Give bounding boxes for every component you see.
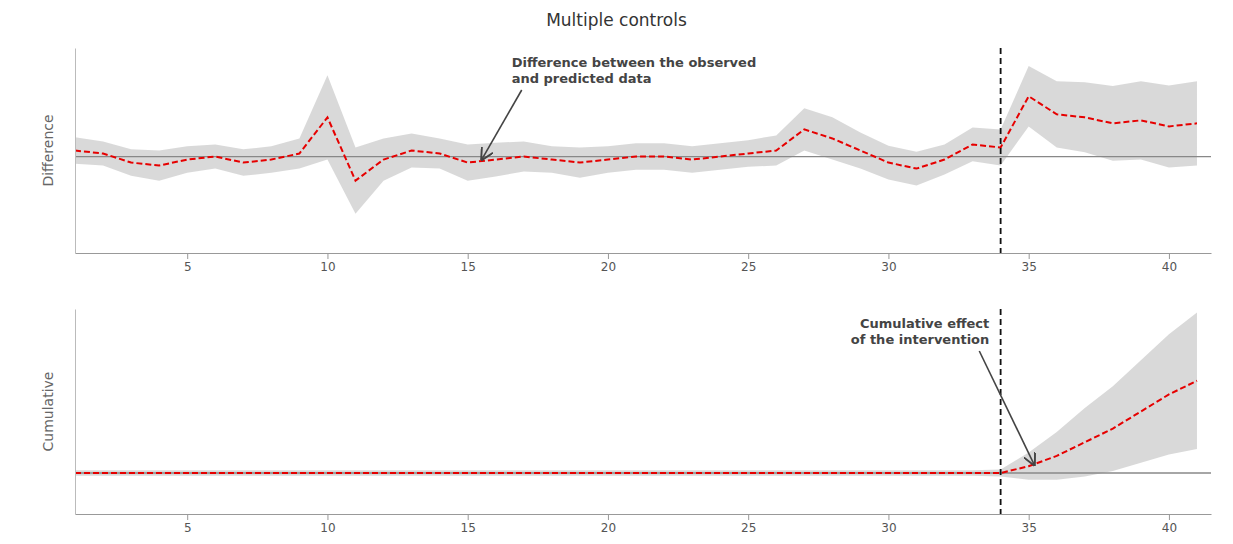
x-tick: 20 (601, 253, 616, 274)
x-tick-label: 20 (601, 521, 616, 535)
x-tick: 40 (1162, 253, 1177, 274)
x-tick-label: 25 (741, 521, 756, 535)
x-tick-mark (327, 514, 328, 520)
effect-line (75, 381, 1197, 473)
x-tick: 20 (601, 514, 616, 535)
y-axis-title: Cumulative (40, 372, 56, 452)
chart-svg: Multiple controls 5 10 15 20 25 30 35 40 Differen… (0, 0, 1233, 544)
intervention-line (1000, 48, 1002, 253)
y-axis-line (75, 310, 76, 515)
x-tick-label: 15 (461, 521, 476, 535)
x-tick: 15 (461, 514, 476, 535)
x-tick-label: 10 (320, 260, 335, 274)
annotation-line: of the intervention (851, 332, 989, 347)
x-tick: 5 (184, 514, 192, 535)
x-tick: 30 (881, 253, 896, 274)
plot-area (75, 48, 1211, 253)
x-tick-label: 25 (741, 260, 756, 274)
x-tick-mark (888, 253, 889, 259)
y-axis-title: Difference (40, 114, 56, 186)
y-axis (75, 310, 76, 515)
x-tick: 10 (320, 253, 335, 274)
x-tick-label: 5 (184, 521, 192, 535)
chart-container: Multiple controls 5 10 15 20 25 30 35 40 Differen… (0, 0, 1233, 544)
panel: 5 10 15 20 25 30 35 40 Cumulative Cumulative effe… (40, 309, 1212, 535)
panel: 5 10 15 20 25 30 35 40 Difference Difference betw… (40, 48, 1212, 274)
annotation-line: Difference between the observed (512, 55, 757, 70)
ci-band (75, 312, 1197, 479)
x-tick-mark (748, 514, 749, 520)
ci-band (75, 66, 1197, 214)
annotation-arrow (482, 90, 522, 160)
x-tick-label: 35 (1022, 521, 1037, 535)
x-tick: 25 (741, 253, 756, 274)
x-axis: 5 10 15 20 25 30 35 40 (76, 514, 1212, 535)
y-axis (75, 49, 76, 254)
x-tick: 15 (461, 253, 476, 274)
x-tick-label: 35 (1022, 260, 1037, 274)
x-tick-mark (1029, 253, 1030, 259)
x-tick: 30 (881, 514, 896, 535)
annotation-line: and predicted data (512, 71, 652, 86)
x-tick-mark (187, 514, 188, 520)
annotation-arrow (979, 351, 1034, 465)
x-tick-label: 30 (881, 521, 896, 535)
x-tick-label: 5 (184, 260, 192, 274)
x-tick-mark (888, 514, 889, 520)
x-tick-label: 10 (320, 521, 335, 535)
x-tick-label: 20 (601, 260, 616, 274)
x-tick-mark (608, 253, 609, 259)
x-tick-label: 40 (1162, 260, 1177, 274)
annotation: Difference between the observedand predi… (512, 55, 757, 86)
intervention-line (1000, 309, 1002, 514)
effect-line (75, 96, 1197, 180)
x-tick-mark (327, 253, 328, 259)
x-tick-mark (748, 253, 749, 259)
x-axis: 5 10 15 20 25 30 35 40 (76, 253, 1212, 274)
x-tick: 35 (1022, 253, 1037, 274)
x-tick-mark (468, 253, 469, 259)
annotation-line: Cumulative effect (860, 316, 989, 331)
plot-area (75, 309, 1211, 514)
x-tick: 40 (1162, 514, 1177, 535)
x-tick-mark (1169, 253, 1170, 259)
x-tick: 35 (1022, 514, 1037, 535)
x-tick: 5 (184, 253, 192, 274)
x-tick-label: 40 (1162, 521, 1177, 535)
x-tick-mark (468, 514, 469, 520)
x-tick: 10 (320, 514, 335, 535)
x-tick-mark (1169, 514, 1170, 520)
x-tick-mark (1029, 514, 1030, 520)
x-tick: 25 (741, 514, 756, 535)
x-tick-mark (608, 514, 609, 520)
x-tick-label: 30 (881, 260, 896, 274)
chart-title: Multiple controls (546, 10, 687, 30)
x-axis-line (76, 514, 1212, 515)
x-axis-line (76, 253, 1212, 254)
annotation: Cumulative effectof the intervention (851, 316, 989, 347)
x-tick-mark (187, 253, 188, 259)
y-axis-line (75, 49, 76, 254)
x-tick-label: 15 (461, 260, 476, 274)
